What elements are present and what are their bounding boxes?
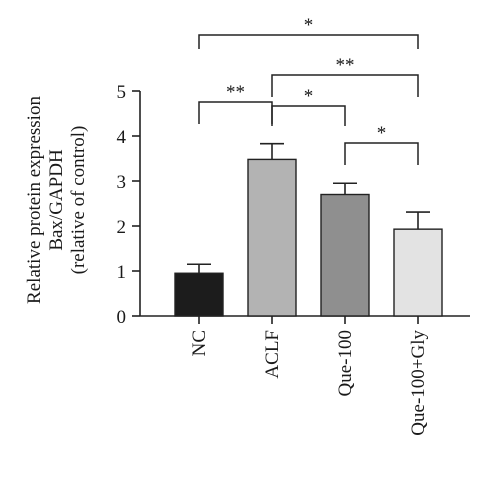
bar (393, 228, 443, 317)
x-tick-label: ACLF (262, 330, 283, 379)
significance-label: ** (336, 55, 355, 76)
significance-bracket (271, 105, 346, 126)
y-tick-label: 3 (117, 172, 127, 193)
y-tick-label: 4 (117, 127, 127, 148)
significance-bracket (198, 34, 419, 49)
significance-bracket (198, 101, 273, 124)
axes: 0 1 2 3 4 5 NC ACLF Que-100 Que-100+Gly (117, 82, 470, 436)
significance-bracket (344, 142, 419, 165)
y-tick-label: 0 (117, 307, 127, 328)
y-axis-label: Relative protein expression Bax/GAPDH (r… (24, 96, 89, 304)
bar (320, 193, 370, 317)
significance-label: * (304, 86, 314, 107)
significance-brackets: ** ***** (198, 15, 419, 165)
significance-label: ** (226, 82, 245, 103)
y-tick-label: 2 (117, 217, 127, 238)
x-tick-label: Que-100+Gly (408, 330, 429, 436)
y-axis-label-line-3: (relative of control) (68, 126, 89, 275)
x-tick-label: Que-100 (335, 330, 356, 396)
y-axis-label-line-2: Bax/GAPDH (46, 149, 67, 251)
significance-label: * (377, 123, 387, 144)
y-tick-label: 5 (117, 82, 127, 103)
bars (174, 142, 443, 317)
x-tick-label: NC (189, 330, 210, 356)
significance-bracket (271, 74, 419, 97)
y-tick-label: 1 (117, 262, 127, 283)
bar (174, 272, 224, 317)
significance-label: * (304, 15, 314, 36)
bar (247, 158, 297, 317)
y-axis-label-line-1: Relative protein expression (24, 96, 45, 304)
